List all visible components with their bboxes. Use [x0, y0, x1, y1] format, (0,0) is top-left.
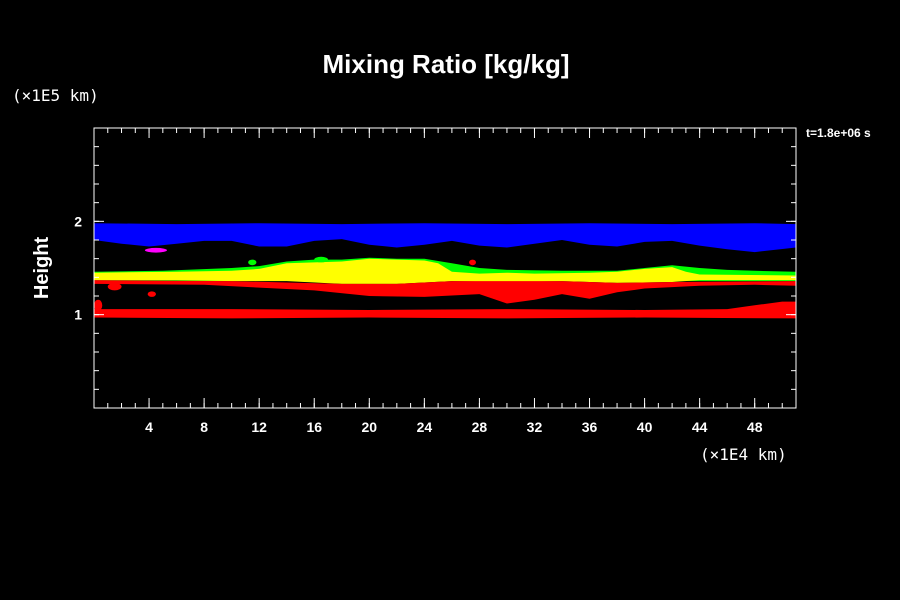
chart-title: Mixing Ratio [kg/kg] — [323, 49, 570, 79]
x-tick-label: 20 — [362, 419, 378, 435]
x-tick-label: 44 — [692, 419, 708, 435]
band-red-upper — [94, 280, 796, 304]
red-speck-3 — [469, 259, 476, 266]
green-speck-1 — [314, 256, 328, 263]
y-tick-label: 1 — [74, 307, 82, 323]
y-unit-label: (×1E5 km) — [12, 86, 99, 105]
magenta-patch — [144, 247, 167, 253]
x-unit-label: (×1E4 km) — [700, 445, 787, 464]
y-tick-label: 2 — [74, 213, 82, 229]
red-speck-1 — [107, 282, 122, 291]
green-speck-2 — [248, 259, 257, 266]
x-tick-label: 48 — [747, 419, 763, 435]
x-tick-label: 8 — [200, 419, 208, 435]
x-tick-label: 40 — [637, 419, 653, 435]
x-tick-label: 4 — [145, 419, 153, 435]
band-blue — [94, 223, 796, 253]
plot-data-layer — [94, 223, 796, 319]
red-speck-2 — [147, 291, 156, 297]
x-tick-label: 28 — [472, 419, 488, 435]
x-tick-label: 12 — [251, 419, 267, 435]
x-tick-label: 32 — [527, 419, 543, 435]
band-yellow — [94, 258, 796, 284]
x-tick-label: 16 — [306, 419, 322, 435]
x-tick-label: 24 — [417, 419, 433, 435]
y-axis-label: Height — [31, 237, 53, 300]
plot-frame — [93, 127, 797, 409]
band-red-lower — [94, 301, 796, 319]
time-stamp: t=1.8e+06 s — [806, 126, 871, 140]
red-speck-4 — [94, 299, 103, 311]
x-tick-label: 36 — [582, 419, 598, 435]
